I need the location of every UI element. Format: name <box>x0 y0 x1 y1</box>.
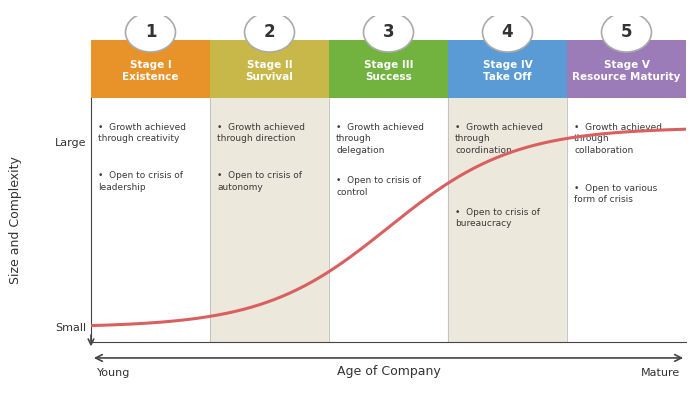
Ellipse shape <box>244 13 295 52</box>
Bar <box>91 40 210 98</box>
Text: Stage II
Survival: Stage II Survival <box>246 60 293 82</box>
Text: 3: 3 <box>383 23 394 41</box>
Text: •  Open to crisis of
autonomy: • Open to crisis of autonomy <box>217 171 302 192</box>
Text: •  Growth achieved
through direction: • Growth achieved through direction <box>217 123 305 143</box>
Text: •  Growth achieved
through creativity: • Growth achieved through creativity <box>98 123 186 143</box>
Ellipse shape <box>601 13 652 52</box>
Ellipse shape <box>482 13 533 52</box>
Text: •  Growth achieved
through
collaboration: • Growth achieved through collaboration <box>574 123 662 154</box>
Text: 4: 4 <box>502 23 513 41</box>
Text: •  Open to crisis of
leadership: • Open to crisis of leadership <box>98 171 183 192</box>
Text: Size and Complexity: Size and Complexity <box>9 156 22 284</box>
Ellipse shape <box>363 13 414 52</box>
Text: Stage V
Resource Maturity: Stage V Resource Maturity <box>573 60 680 82</box>
Ellipse shape <box>125 13 176 52</box>
Text: •  Growth achieved
through
delegation: • Growth achieved through delegation <box>336 123 424 154</box>
Text: •  Growth achieved
through
coordination: • Growth achieved through coordination <box>455 123 543 154</box>
Bar <box>448 40 567 98</box>
Text: 2: 2 <box>264 23 275 41</box>
Bar <box>448 98 567 342</box>
Text: •  Open to various
form of crisis: • Open to various form of crisis <box>574 184 657 204</box>
Bar <box>567 40 686 98</box>
Bar <box>329 40 448 98</box>
Text: Age of Company: Age of Company <box>337 365 440 378</box>
Bar <box>567 98 686 342</box>
Text: Stage IV
Take Off: Stage IV Take Off <box>482 60 533 82</box>
Bar <box>329 98 448 342</box>
Text: •  Open to crisis of
control: • Open to crisis of control <box>336 176 421 196</box>
Bar <box>210 98 329 342</box>
Bar <box>91 98 210 342</box>
Text: Stage III
Success: Stage III Success <box>364 60 413 82</box>
Text: Mature: Mature <box>640 368 680 378</box>
Text: 1: 1 <box>145 23 156 41</box>
Text: Stage I
Existence: Stage I Existence <box>122 60 178 82</box>
Text: •  Open to crisis of
bureaucracy: • Open to crisis of bureaucracy <box>455 208 540 228</box>
Text: 5: 5 <box>621 23 632 41</box>
Bar <box>210 40 329 98</box>
Text: Young: Young <box>97 368 130 378</box>
